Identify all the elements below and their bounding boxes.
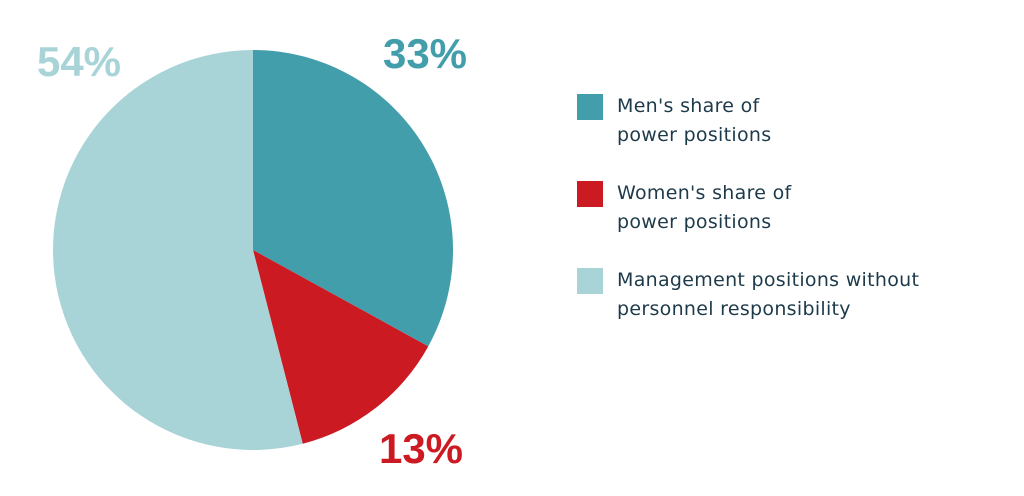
legend-label: Men's share of power positions	[617, 95, 772, 146]
legend-swatch	[577, 181, 603, 207]
legend-label: Women's share of power positions	[617, 182, 792, 233]
legend-item: Men's share of power positions	[577, 92, 807, 150]
pie-slice	[253, 50, 454, 347]
legend-label: Management positions without personnel r…	[617, 269, 920, 320]
pie-slice	[253, 250, 429, 444]
legend-item: Management positions without personnel r…	[577, 266, 977, 324]
pie-slice	[52, 50, 303, 450]
value-label: 54%	[37, 38, 121, 85]
legend-swatch	[577, 94, 603, 120]
value-label: 33%	[383, 30, 467, 77]
legend-swatch	[577, 268, 603, 294]
legend-item: Women's share of power positions	[577, 179, 807, 237]
value-label: 13%	[379, 425, 463, 472]
